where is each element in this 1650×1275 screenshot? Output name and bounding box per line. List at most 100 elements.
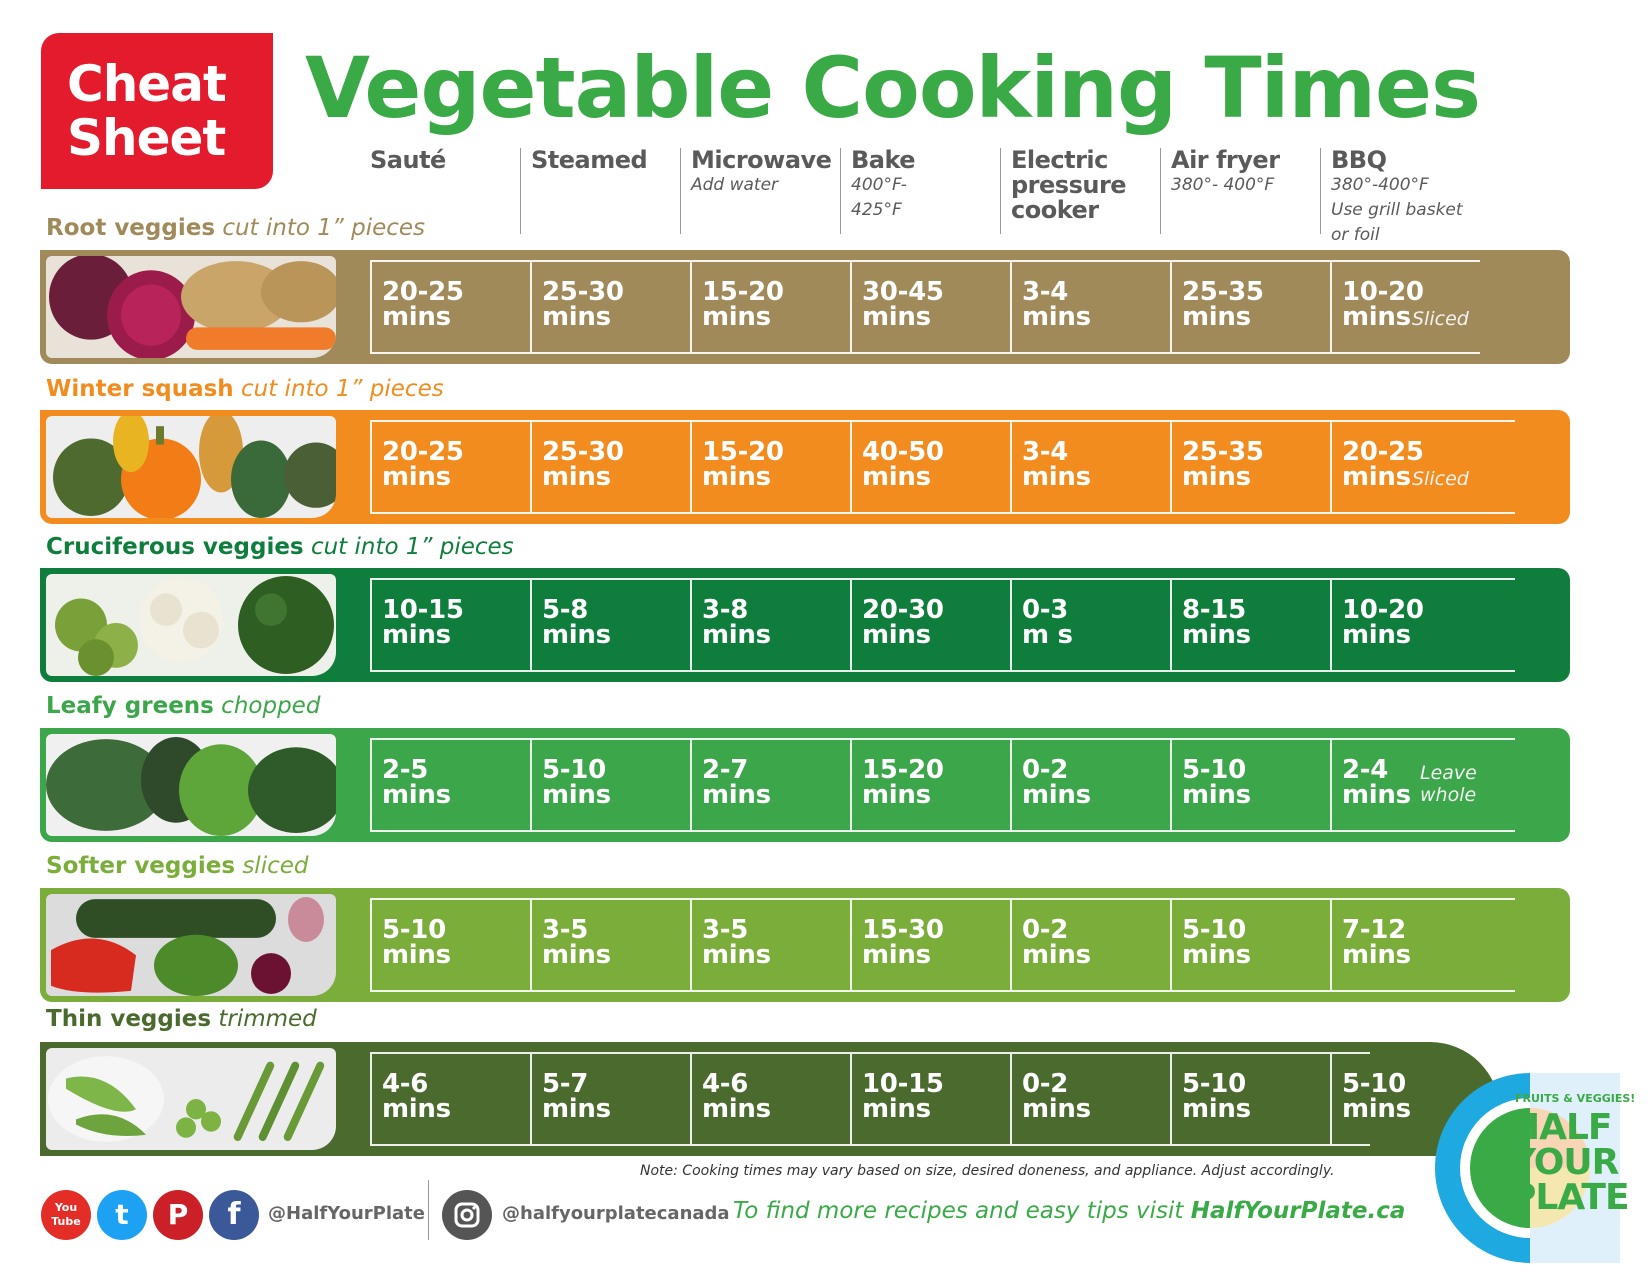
cooking-time: 0-3 m s [1022,595,1073,650]
cooking-time: 2-7 mins [702,755,771,810]
cooking-time-cell: 5-7 mins [530,1054,690,1144]
category-band: 4-6 mins 5-7 mins 4-6 mins 10-15 mins 0-2 mi… [40,1042,1500,1156]
cooking-time: 5-8 mins [542,595,611,650]
handle-halfyourplate[interactable]: @HalfYourPlate [268,1203,425,1224]
cooking-time-cell: 10-15 mins [850,1054,1010,1144]
cooking-time: 5-10 mins [1182,915,1251,970]
vegetable-photo [46,416,336,518]
cooking-time: 5-10 mins [1182,755,1251,810]
cooking-time: 15-20 mins [702,437,784,492]
cooking-time-cell: 5-10 mins [1170,900,1330,990]
cooking-time: 20-25 mins [382,437,464,492]
cooking-time-cell: 5-8 mins [530,580,690,670]
cooking-time-cell: 15-20 mins [690,262,850,352]
cooking-time: 5-10 mins [1342,1069,1411,1124]
cooking-time: 20-25 mins [1342,437,1424,492]
vegetable-photo [46,1048,336,1150]
vegetable-photo [46,894,336,996]
cooking-time-cell: 20-25 mins [370,422,530,512]
facebook-icon[interactable]: f [209,1190,259,1240]
cooking-time: 2-5 mins [382,755,451,810]
cooking-time: 15-20 mins [862,755,944,810]
cooking-time-cell: 3-5 mins [530,900,690,990]
pinterest-icon[interactable]: P [153,1190,203,1240]
cooking-time: 15-20 mins [702,277,784,332]
cooking-time: 4-6 mins [702,1069,771,1124]
cooking-time: 5-10 mins [382,915,451,970]
cooking-time-cell: 25-35 mins [1170,422,1330,512]
category-band: 20-25 mins 25-30 mins 15-20 mins 40-50 mins… [40,410,1570,524]
cooking-time-cell: 3-4 mins [1010,262,1170,352]
row-rule [370,578,1515,580]
page-title: Vegetable Cooking Times [305,39,1481,137]
cooking-time-cell: 15-20 mins [850,740,1010,830]
instagram-icon[interactable] [442,1190,492,1240]
badge-line-2: Sheet [67,109,226,167]
cooking-time-cell: 5-10 mins [370,900,530,990]
cooking-time: 0-2 mins [1022,915,1091,970]
category-name: Leafy greens [46,693,214,719]
cooking-time: 5-10 mins [542,755,611,810]
cooking-time-cell: 0-2 mins [1010,1054,1170,1144]
cooking-time-cell: 25-30 mins [530,262,690,352]
cooking-time-cell: 25-35 mins [1170,262,1330,352]
cooking-time: 15-30 mins [862,915,944,970]
column-header: Steamed [520,148,670,234]
twitter-icon[interactable]: t [97,1190,147,1240]
row-rule [370,898,1515,900]
column-title: Microwave [691,146,832,174]
column-title: Air fryer [1171,146,1280,174]
cooking-time-cell: 4-6 mins [370,1054,530,1144]
category-label: Thin veggies trimmed [46,1005,317,1033]
cooking-time: 7-12 mins [1342,915,1411,970]
category-name: Thin veggies [46,1006,212,1032]
column-title: Electric pressure cooker [1011,146,1127,224]
logo-line-1: HALF [1510,1107,1613,1148]
column-header: Air fryer 380°- 400°F [1160,148,1310,234]
logo-line-2: YOUR [1510,1142,1619,1183]
cooking-time: 30-45 mins [862,277,944,332]
cooking-time: 10-15 mins [382,595,464,650]
cooking-time-cell: 3-8 mins [690,580,850,670]
cooking-time: 3-5 mins [542,915,611,970]
column-note: 400°F- 425°F [851,175,907,220]
youtube-icon[interactable]: You Tube [41,1190,91,1240]
cooking-time: 0-2 mins [1022,755,1091,810]
cooking-time-cell: 5-10 mins [1330,1054,1490,1144]
column-header: Sauté [360,148,510,234]
cooking-time-cell: 15-20 mins [690,422,850,512]
cooking-time: 25-35 mins [1182,437,1264,492]
logo-line-3: PLATE [1510,1177,1630,1218]
cooking-time: 3-4 mins [1022,277,1091,332]
category-description: trimmed [218,1006,317,1032]
cooking-time-cell: 8-15 mins [1170,580,1330,670]
column-header: Microwave Add water [680,146,832,234]
footer-divider [428,1180,429,1240]
website-link[interactable]: HalfYourPlate.ca [1190,1198,1406,1224]
category-label: Root veggies cut into 1” pieces [46,214,425,242]
column-note: 380°- 400°F [1171,175,1275,195]
category-name: Winter squash [46,376,234,402]
category-description: chopped [221,693,321,719]
column-title: Bake [851,146,916,174]
category-label: Cruciferous veggies cut into 1” pieces [46,533,514,561]
cooking-time: 10-20 mins [1342,595,1424,650]
category-description: cut into 1” pieces [310,534,514,560]
row-rule [370,670,1515,672]
column-title: BBQ [1331,146,1387,174]
cooking-time-cell: 5-10 mins [1170,740,1330,830]
tagline-text: To find more recipes and easy tips visit [733,1198,1191,1224]
category-description: cut into 1” pieces [241,376,444,402]
logo-tagline: FRUITS & VEGGIES! [1515,1092,1636,1105]
column-header: Bake 400°F- 425°F [840,148,990,234]
category-name: Softer veggies [46,853,236,879]
cooking-time-cell: 5-10 mins [1170,1054,1330,1144]
cooking-time-cell: 2-4 mins Leave whole [1330,740,1490,830]
cooking-time: 0-2 mins [1022,1069,1091,1124]
handle-halfyourplatecanada[interactable]: @halfyourplatecanada [502,1203,730,1224]
cooking-time-cell: 40-50 mins [850,422,1010,512]
category-name: Root veggies [46,215,216,241]
category-band: 10-15 mins 5-8 mins 3-8 mins 20-30 mins 0-3 … [40,568,1570,682]
column-title: Steamed [531,146,648,174]
cooking-time: 5-10 mins [1182,1069,1251,1124]
